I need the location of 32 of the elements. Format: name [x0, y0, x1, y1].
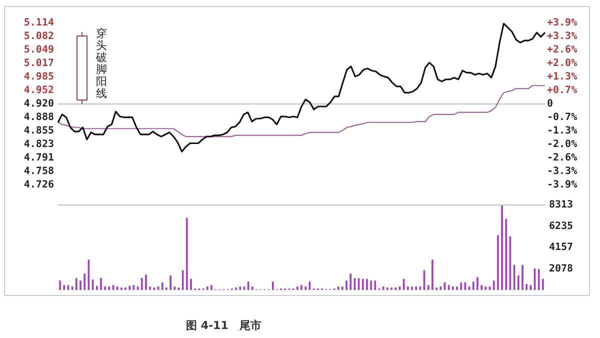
y-tick-label: 4.726	[24, 180, 54, 191]
y2-tick-label: 0	[547, 98, 554, 110]
y-tick-label: 5.114	[24, 18, 54, 29]
y2-tick-label: +2.0%	[547, 58, 578, 70]
y-tick-label: 4.888	[24, 112, 54, 123]
y2-tick-label: +3.9%	[547, 18, 578, 29]
y-tick-label: 5.017	[24, 58, 54, 70]
y-tick-label: 5.049	[24, 44, 54, 56]
y-tick-label: 6235	[549, 220, 574, 232]
y2-tick-label: +3.3%	[547, 31, 578, 42]
y-tick-label: 4157	[549, 242, 574, 254]
y-tick-label: 4.985	[24, 71, 54, 82]
y2-tick-label: -1.3%	[547, 126, 578, 137]
y-tick-label: 4.758	[24, 166, 54, 178]
y2-tick-label: -3.9%	[547, 180, 578, 191]
y2-tick-label: -0.7%	[547, 112, 578, 124]
y-tick-label: 2078	[549, 263, 574, 274]
y-tick-label: 4.823	[24, 139, 54, 150]
y2-tick-label: -3.3%	[547, 166, 578, 178]
y2-tick-label: +1.3%	[547, 72, 578, 83]
y-tick-label: 4.855	[24, 126, 54, 137]
y-tick-label: 8313	[549, 200, 574, 211]
y2-tick-label: -2.0%	[547, 139, 578, 150]
y-tick-label: 4.952	[24, 85, 54, 96]
y-tick-label: 4.920	[24, 98, 54, 110]
y2-tick-label: +2.6%	[547, 44, 578, 56]
y-tick-label: 5.082	[24, 30, 54, 42]
y-tick-label: 4.791	[24, 152, 54, 164]
y2-tick-label: -2.6%	[547, 152, 578, 164]
y2-tick-label: +0.7%	[547, 85, 578, 96]
annotation: 穿头破脚阳线	[96, 27, 108, 100]
caption: 图 4-11 尾市	[186, 318, 262, 333]
